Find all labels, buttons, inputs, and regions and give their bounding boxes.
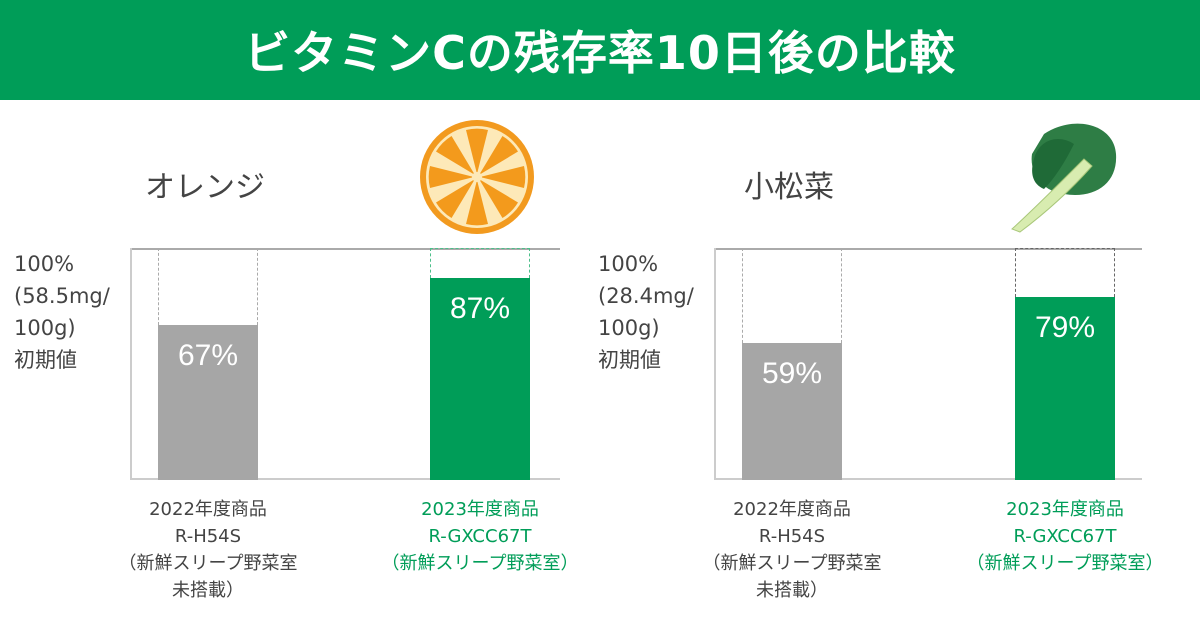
bar-new-product: 79%: [1015, 296, 1115, 480]
chart-komatsuna: 小松菜 100% (28.4mg/ 100g) 初期値 59% 79% 2022…: [584, 100, 1184, 630]
bar-label: 59%: [761, 357, 823, 391]
axis: [714, 248, 1142, 480]
chart-orange: オレンジ 100% (58.5mg/ 100g) 初期値 67% 87% 202…: [0, 100, 600, 630]
initial-outline-new: [1015, 248, 1115, 297]
initial-outline-old: [158, 248, 258, 325]
bar-new-product: 87%: [430, 278, 530, 480]
initial-outline-new: [430, 248, 530, 279]
gridline-100: [130, 248, 560, 250]
y-axis-label: 100% (58.5mg/ 100g) 初期値: [14, 252, 110, 372]
axis: [130, 248, 560, 480]
category-label-old: 2022年度商品 R-H54S （新鮮スリープ野菜室 未搭載）: [118, 499, 298, 601]
chart-title: 小松菜: [744, 170, 834, 205]
orange-slice-icon: [420, 120, 534, 234]
komatsuna-leaf-icon: [1011, 123, 1117, 233]
category-label-new: 2023年度商品 R-GXCC67T （新鮮スリープ野菜室）: [381, 499, 579, 574]
bar-label: 79%: [1034, 310, 1096, 344]
bar-label: 67%: [177, 338, 239, 372]
page-title: ビタミンCの残存率10日後の比較: [244, 26, 956, 80]
header-banner: ビタミンCの残存率10日後の比較: [0, 0, 1200, 100]
bar-label: 87%: [449, 292, 511, 326]
bar-old-product: 67%: [158, 324, 258, 480]
category-label-new: 2023年度商品 R-GXCC67T （新鮮スリープ野菜室）: [966, 499, 1164, 574]
gridline-100: [714, 248, 1142, 250]
bar-old-product: 59%: [742, 343, 842, 480]
y-axis-label: 100% (28.4mg/ 100g) 初期値: [598, 252, 694, 372]
chart-title: オレンジ: [145, 170, 265, 205]
initial-outline-old: [742, 248, 842, 344]
category-label-old: 2022年度商品 R-H54S （新鮮スリープ野菜室 未搭載）: [702, 499, 882, 601]
